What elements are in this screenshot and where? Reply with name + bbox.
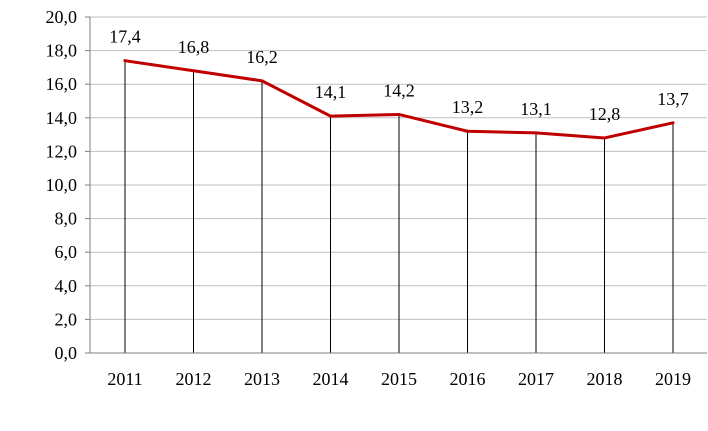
data-label: 12,8 <box>589 104 621 124</box>
data-point <box>329 114 332 118</box>
y-tick-labels: 0,0 2,0 4,0 6,0 8,0 10,0 12,0 14,0 16,0 18,0 20,0 <box>46 7 78 363</box>
x-tick-label: 2012 <box>176 369 212 389</box>
data-point <box>397 112 401 116</box>
x-tick-labels: 2011 2012 2013 2014 2015 2016 2017 2018 2019 <box>107 369 691 389</box>
data-label: 13,2 <box>452 97 484 117</box>
y-tick-label: 6,0 <box>55 242 78 262</box>
y-tick-label: 16,0 <box>46 74 78 94</box>
data-label: 14,1 <box>315 82 347 102</box>
x-tick-label: 2013 <box>244 369 280 389</box>
data-point <box>466 129 469 133</box>
data-labels: 17,4 16,8 16,2 14,1 14,2 13,2 13,1 12,8 13,7 <box>109 27 689 124</box>
data-point <box>534 131 538 135</box>
data-point <box>260 79 264 83</box>
x-tick-label: 2014 <box>313 369 349 389</box>
x-tick-label: 2019 <box>655 369 691 389</box>
data-label: 17,4 <box>109 27 141 47</box>
axes <box>85 16 707 354</box>
series-layer <box>123 59 675 140</box>
data-point <box>671 121 675 125</box>
data-label: 16,8 <box>178 37 210 57</box>
data-point <box>192 69 195 73</box>
data-label: 13,7 <box>657 89 689 109</box>
x-tick-label: 2011 <box>107 369 142 389</box>
y-tick-label: 0,0 <box>55 343 78 363</box>
y-tick-label: 14,0 <box>46 108 78 128</box>
x-tick-label: 2018 <box>587 369 623 389</box>
data-label: 14,2 <box>383 80 415 100</box>
x-tick-label: 2016 <box>450 369 486 389</box>
y-tick-label: 8,0 <box>55 209 78 229</box>
y-tick-label: 4,0 <box>55 276 78 296</box>
y-tick-label: 10,0 <box>46 175 78 195</box>
data-point <box>603 136 606 140</box>
data-label: 16,2 <box>246 47 278 67</box>
y-tick-label: 18,0 <box>46 41 78 61</box>
y-tick-label: 20,0 <box>46 7 78 27</box>
data-label: 13,1 <box>520 99 552 119</box>
y-tick-label: 2,0 <box>55 309 78 329</box>
data-point <box>123 59 127 63</box>
y-tick-label: 12,0 <box>46 141 78 161</box>
x-tick-label: 2017 <box>518 369 554 389</box>
x-tick-label: 2015 <box>381 369 417 389</box>
drop-lines <box>124 60 674 353</box>
